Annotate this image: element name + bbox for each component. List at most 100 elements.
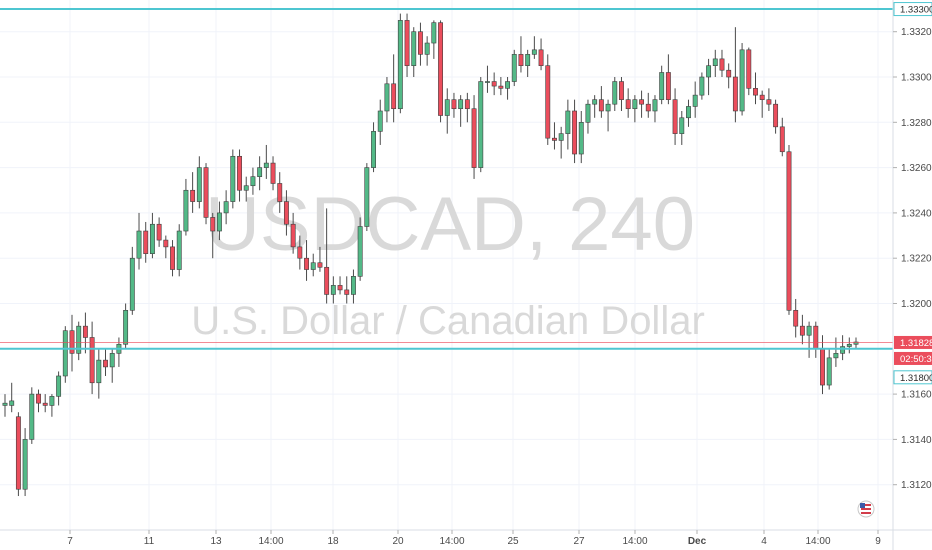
candle[interactable] [2, 394, 8, 417]
price-tag-support[interactable]: 1.31800 [893, 370, 932, 385]
candle[interactable] [230, 149, 236, 209]
candle[interactable] [344, 276, 350, 304]
candle[interactable] [639, 90, 645, 118]
candle[interactable] [9, 382, 15, 413]
candle[interactable] [270, 156, 276, 191]
candle[interactable] [62, 326, 68, 383]
candle[interactable] [210, 212, 216, 259]
candle[interactable] [491, 72, 497, 96]
candle[interactable] [424, 36, 430, 66]
candle[interactable] [464, 92, 470, 123]
candle[interactable] [712, 49, 718, 78]
candle[interactable] [598, 86, 604, 118]
horizontal-levels[interactable] [0, 8, 893, 350]
candle[interactable] [471, 95, 477, 179]
candle[interactable] [350, 269, 356, 304]
candle[interactable] [498, 77, 504, 96]
candle[interactable] [183, 178, 189, 236]
price-axis[interactable]: 1.33200 1.33000 1.32800 1.32600 1.32400 1.322… [893, 2, 932, 492]
candle[interactable] [250, 167, 256, 195]
candle[interactable] [304, 240, 309, 281]
candle[interactable] [196, 156, 202, 209]
candle[interactable] [163, 235, 169, 259]
candle[interactable] [29, 387, 35, 444]
candle[interactable] [578, 110, 584, 164]
candle[interactable] [706, 58, 712, 96]
candle[interactable] [337, 276, 343, 295]
candle[interactable] [726, 63, 732, 89]
candle[interactable] [478, 77, 484, 173]
candle[interactable] [612, 77, 618, 111]
candle[interactable] [545, 54, 551, 145]
candle[interactable] [411, 27, 417, 78]
candle[interactable] [257, 156, 263, 191]
candle[interactable] [759, 90, 765, 118]
candle[interactable] [357, 217, 363, 281]
candle[interactable] [49, 394, 55, 417]
candle[interactable] [840, 335, 846, 361]
candle[interactable] [136, 212, 142, 270]
candle[interactable] [692, 81, 698, 118]
candle[interactable] [753, 72, 758, 105]
candle[interactable] [786, 144, 792, 315]
candle[interactable] [451, 92, 457, 118]
candle[interactable] [223, 190, 229, 225]
candle[interactable] [297, 235, 303, 270]
candle[interactable] [458, 95, 464, 127]
candle[interactable] [243, 176, 249, 202]
candle[interactable] [485, 65, 490, 93]
candle[interactable] [505, 77, 511, 100]
candle[interactable] [645, 92, 651, 118]
candle[interactable] [746, 47, 752, 96]
candle[interactable] [686, 99, 691, 127]
candle[interactable] [96, 348, 102, 399]
candle[interactable] [565, 99, 571, 150]
candle[interactable] [531, 36, 537, 59]
candle[interactable] [190, 172, 196, 213]
candle[interactable] [89, 321, 95, 395]
candle[interactable] [277, 172, 283, 213]
candle[interactable] [103, 348, 108, 376]
candle[interactable] [793, 298, 799, 338]
candle[interactable] [371, 122, 376, 173]
candle[interactable] [170, 240, 175, 277]
candle[interactable] [846, 337, 852, 354]
candle[interactable] [324, 208, 330, 304]
candle[interactable] [511, 49, 517, 87]
candle[interactable] [806, 321, 812, 358]
candle[interactable] [438, 20, 443, 123]
candle[interactable] [76, 321, 82, 361]
candle[interactable] [263, 144, 269, 179]
candle[interactable] [123, 303, 129, 349]
candle[interactable] [699, 72, 705, 100]
candle[interactable] [732, 27, 738, 123]
candle[interactable] [719, 49, 725, 78]
candle[interactable] [82, 312, 88, 354]
candle[interactable] [290, 212, 296, 254]
candle[interactable] [659, 65, 665, 105]
price-tag-last[interactable]: 1.31828 [894, 335, 932, 349]
candle[interactable] [56, 371, 62, 406]
candle[interactable] [538, 38, 544, 71]
candle[interactable] [773, 99, 779, 134]
candle[interactable] [525, 49, 531, 78]
candle[interactable] [665, 54, 671, 105]
candle[interactable] [766, 88, 772, 111]
candle[interactable] [42, 394, 48, 413]
candle[interactable] [552, 122, 557, 150]
price-tag-resistance[interactable]: 1.33300 [893, 2, 932, 17]
candle[interactable] [129, 246, 135, 315]
candle[interactable] [652, 95, 658, 123]
candle[interactable] [283, 190, 289, 236]
candle[interactable] [364, 163, 370, 232]
candle[interactable] [739, 43, 745, 116]
candle[interactable] [418, 22, 423, 66]
candle[interactable] [592, 95, 598, 118]
candle[interactable] [404, 13, 410, 78]
candle[interactable] [22, 428, 28, 497]
candle[interactable] [558, 126, 564, 159]
candle[interactable] [36, 389, 41, 413]
candle[interactable] [779, 117, 785, 157]
candle[interactable] [826, 348, 832, 390]
